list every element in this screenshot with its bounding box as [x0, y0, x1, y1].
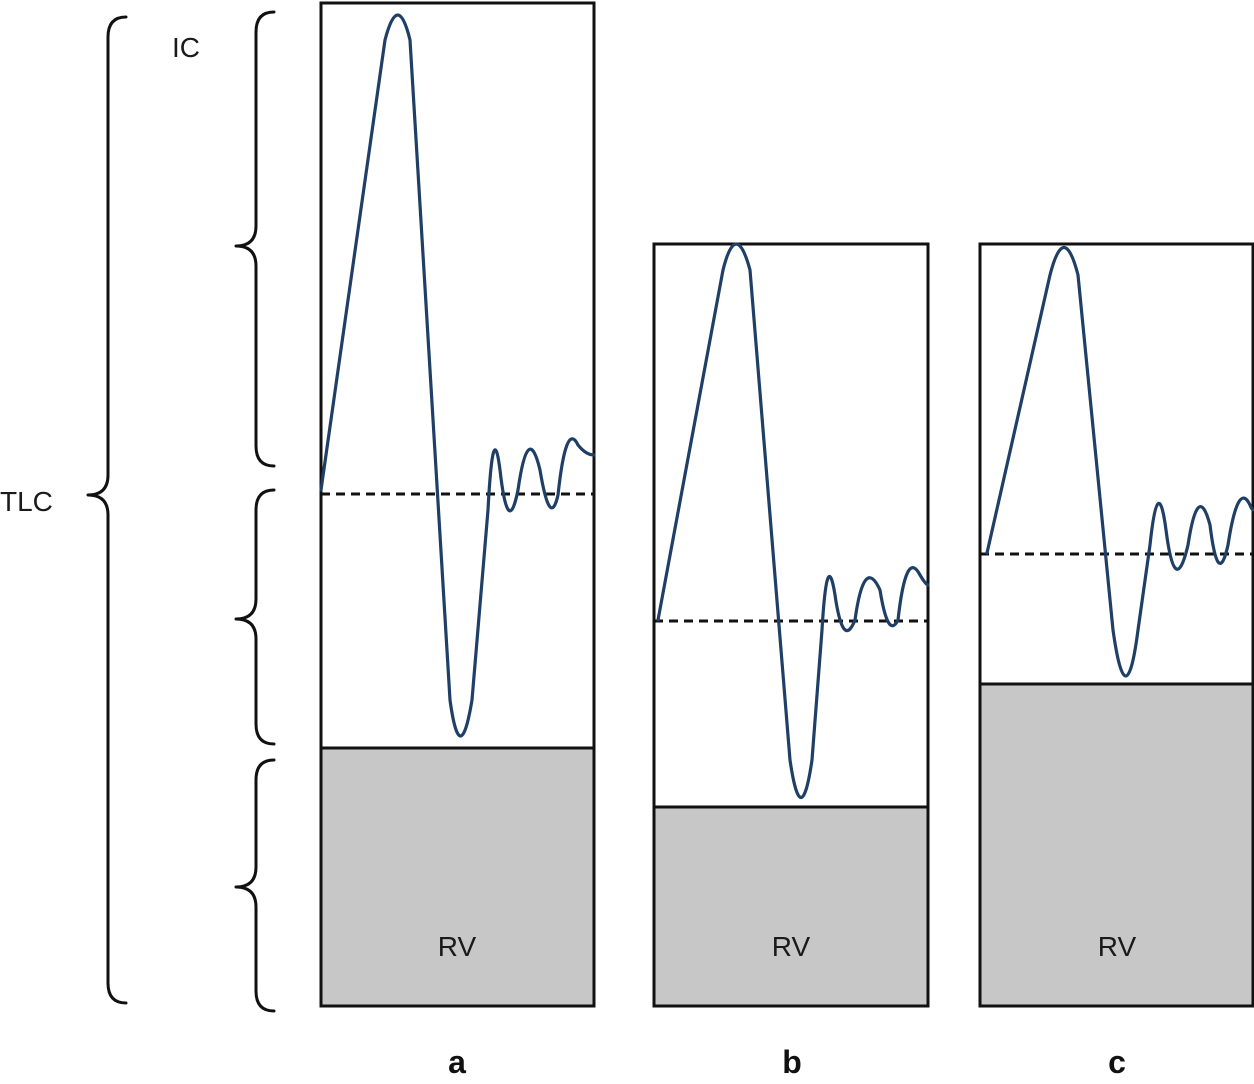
ic-label: IC	[172, 32, 200, 63]
tlc-label: TLC	[0, 486, 53, 517]
rv-label: RV	[772, 931, 811, 962]
breathing-trace	[319, 13, 596, 738]
volume-braces	[86, 10, 276, 1013]
rv-region	[652, 805, 930, 1008]
panel-frame	[652, 242, 930, 1008]
erv-brace	[234, 488, 276, 746]
panel-c: RV	[978, 242, 1254, 1008]
rv-brace	[234, 758, 276, 1013]
panel-label-a: a	[448, 1044, 466, 1080]
rv-region	[978, 682, 1254, 1008]
breathing-trace	[985, 245, 1254, 678]
ic-brace	[234, 10, 276, 468]
panel-label-b: b	[782, 1044, 802, 1080]
rv-label: RV	[1098, 931, 1137, 962]
panel-frame	[319, 1, 596, 1008]
panel-a: RV	[319, 1, 596, 1008]
panel-frame	[978, 242, 1254, 1008]
rv-label: RV	[438, 931, 477, 962]
breathing-trace	[656, 242, 930, 799]
tlc-brace	[86, 15, 128, 1005]
panel-label-c: c	[1108, 1044, 1126, 1080]
panel-b: RV	[652, 242, 930, 1008]
rv-region	[319, 746, 596, 1008]
